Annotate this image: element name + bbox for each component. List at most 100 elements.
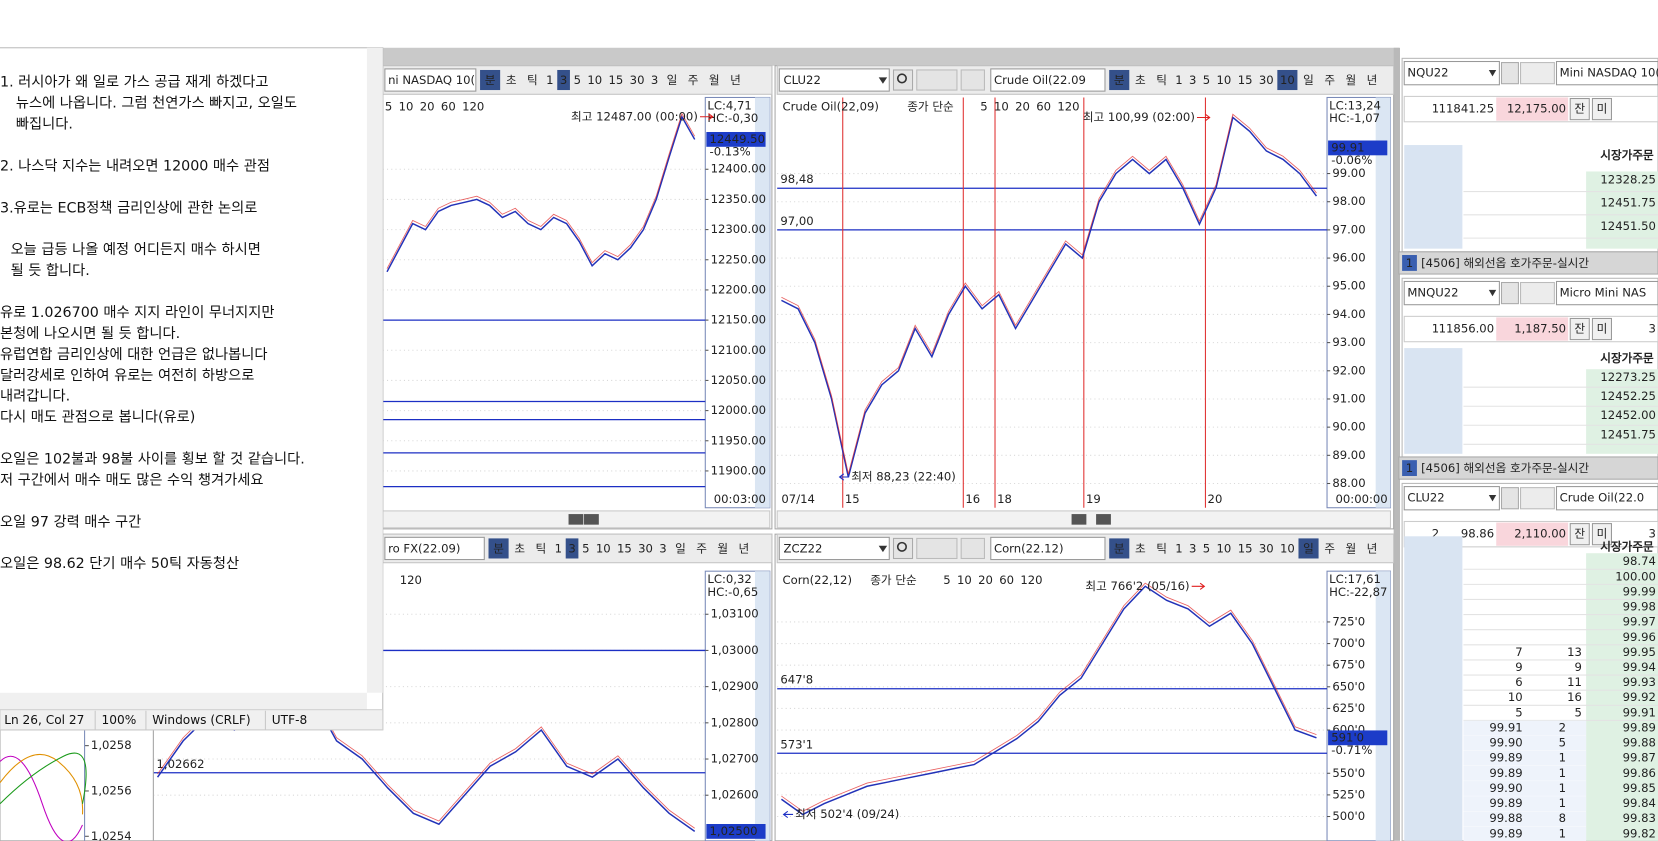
search-button[interactable] [1500, 281, 1519, 305]
toolbar-button[interactable] [488, 538, 509, 559]
toolbar-button[interactable] [1172, 69, 1186, 91]
info-button[interactable] [1569, 97, 1590, 121]
toolbar-button[interactable] [1361, 69, 1383, 91]
toolbar-button[interactable] [733, 538, 754, 559]
toolbar-label: 30 [630, 73, 645, 87]
scroll-thumb[interactable] [584, 514, 599, 525]
toolbar-button[interactable] [712, 538, 733, 559]
toolbar-button[interactable] [1109, 69, 1130, 91]
legend-item: 5 [980, 99, 987, 113]
toolbar-button[interactable] [1235, 69, 1256, 91]
toolbar-button[interactable] [1109, 538, 1130, 559]
toolbar-button[interactable] [1213, 69, 1234, 91]
toolbar-button[interactable] [1130, 538, 1151, 559]
toolbar-label: 15 [1238, 541, 1253, 555]
info-button[interactable] [1591, 523, 1613, 546]
toolbar-button[interactable] [1277, 69, 1298, 91]
name-box[interactable] [384, 536, 485, 561]
vertical-scrollbar[interactable] [366, 47, 383, 693]
toolbar-button[interactable] [1340, 538, 1361, 559]
toolbar-button[interactable] [627, 69, 648, 91]
name-box[interactable] [990, 68, 1106, 92]
toolbar-button[interactable] [584, 69, 605, 91]
toolbar-button[interactable] [1186, 538, 1200, 559]
sound-button[interactable] [960, 537, 985, 560]
info-item: 잔 [1574, 102, 1585, 116]
scroll-thumb[interactable] [1096, 514, 1111, 525]
toolbar-button[interactable] [1151, 538, 1172, 559]
spin-button[interactable] [1520, 281, 1555, 305]
toolbar-button[interactable] [501, 69, 522, 91]
info-item: 1,187.50 [1514, 322, 1566, 336]
toolbar-button[interactable] [1298, 538, 1319, 559]
x-label: 19 [1086, 492, 1101, 506]
search-button[interactable] [1500, 487, 1519, 510]
toolbar-button[interactable] [1172, 538, 1186, 559]
toolbar-button[interactable] [593, 538, 614, 559]
toolbar-button[interactable] [1340, 69, 1361, 91]
toolbar-button[interactable] [1200, 69, 1213, 91]
toolbar-button[interactable] [579, 538, 593, 559]
y-tick-label: 92.00 [1332, 363, 1365, 377]
toolbar-button[interactable] [509, 538, 530, 559]
toolbar-button[interactable] [1361, 538, 1383, 559]
name-box[interactable] [990, 536, 1106, 561]
sound-button[interactable] [960, 69, 985, 91]
info-button[interactable] [1591, 317, 1613, 341]
toolbar-button[interactable] [1277, 538, 1298, 559]
toolbar-button[interactable] [1256, 538, 1277, 559]
info-button[interactable] [1591, 97, 1613, 121]
toolbar-button[interactable] [725, 69, 746, 91]
spin-button[interactable] [1520, 62, 1555, 85]
toolbar-button[interactable] [648, 69, 661, 91]
toolbar-button[interactable] [1235, 538, 1256, 559]
toolbar-button[interactable] [1213, 538, 1234, 559]
toolbar-button[interactable] [704, 69, 725, 91]
search-button[interactable] [1500, 62, 1519, 85]
toolbar-button[interactable] [1319, 538, 1340, 559]
toolbar-button[interactable] [1256, 69, 1277, 91]
horizontal-scrollbar[interactable] [0, 692, 367, 710]
symbol-box[interactable] [1403, 280, 1500, 306]
toolbar-button[interactable] [1151, 69, 1172, 91]
symbol-box[interactable] [1403, 486, 1500, 511]
symbol-box[interactable] [778, 68, 890, 92]
toolbar-button[interactable] [691, 538, 712, 559]
toolbar-button[interactable] [1130, 69, 1151, 91]
book-left-column [1404, 536, 1463, 841]
toolbar-button[interactable] [1186, 69, 1200, 91]
spin-button[interactable] [1520, 487, 1555, 510]
symbol-box[interactable] [778, 536, 890, 561]
toolbar-button[interactable] [522, 69, 543, 91]
info-button[interactable] [1569, 317, 1590, 341]
toolbar-button[interactable] [557, 69, 570, 91]
search-button[interactable] [892, 69, 914, 91]
scroll-thumb[interactable] [568, 514, 584, 525]
name-box [1555, 486, 1658, 511]
search-button[interactable] [892, 537, 914, 560]
info-button[interactable] [1569, 523, 1590, 546]
spin-button[interactable] [916, 69, 958, 91]
toolbar-button[interactable] [614, 538, 635, 559]
toolbar-button[interactable] [570, 69, 584, 91]
scroll-thumb[interactable] [1071, 514, 1087, 525]
symbol-box[interactable] [1403, 60, 1500, 86]
chart-frame [774, 533, 1395, 841]
toolbar-button[interactable] [661, 69, 683, 91]
book-price-column [1586, 369, 1658, 454]
toolbar-button[interactable] [530, 538, 551, 559]
toolbar-button[interactable] [683, 69, 704, 91]
toolbar-button[interactable] [1200, 538, 1213, 559]
toolbar-button[interactable] [635, 538, 656, 559]
toolbar-button[interactable] [565, 538, 579, 559]
toolbar-button[interactable] [543, 69, 557, 91]
toolbar-button[interactable] [1319, 69, 1340, 91]
toolbar-button[interactable] [656, 538, 670, 559]
toolbar-button[interactable] [551, 538, 565, 559]
toolbar-button[interactable] [1298, 69, 1319, 91]
toolbar-button[interactable] [605, 69, 626, 91]
name-box[interactable] [384, 68, 477, 92]
toolbar-button[interactable] [670, 538, 691, 559]
toolbar-button[interactable] [480, 69, 501, 91]
spin-button[interactable] [916, 537, 958, 560]
